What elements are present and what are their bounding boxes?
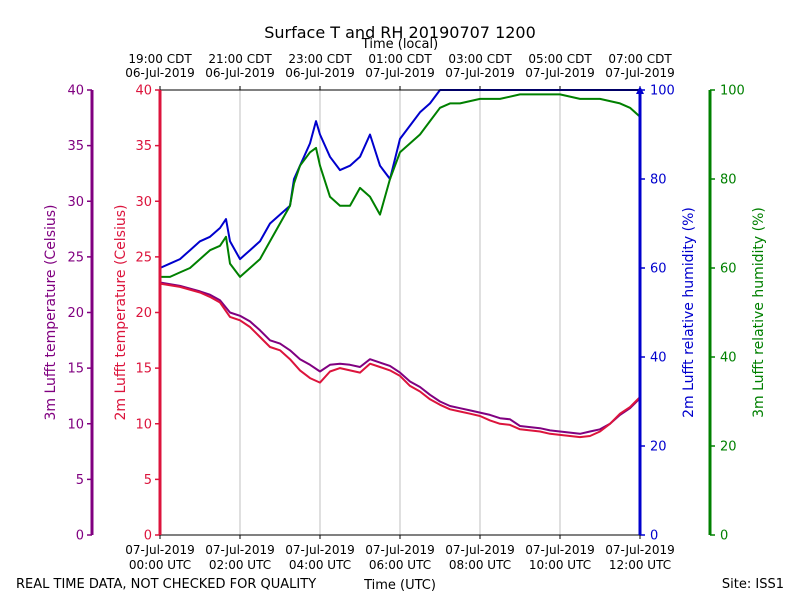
footer-quality-note: REAL TIME DATA, NOT CHECKED FOR QUALITY bbox=[16, 577, 316, 592]
y-tick-label: 15 bbox=[67, 362, 84, 377]
y-axis-2m-humidity: 0 20 40 60 80 100 2m Lufft relative humidity (… bbox=[638, 84, 697, 544]
top-tick-time: 01:00 CDT bbox=[368, 52, 432, 66]
series-line-rh3m bbox=[160, 93, 641, 278]
top-tick-date: 07-Jul-2019 bbox=[445, 66, 515, 80]
x-axis-label: Time (UTC) bbox=[363, 578, 436, 593]
top-tick-time: 05:00 CDT bbox=[528, 52, 592, 66]
footer-site: Site: ISS1 bbox=[722, 577, 784, 592]
x-tick-date: 07-Jul-2019 bbox=[605, 543, 675, 557]
axis-end-marker bbox=[636, 86, 644, 94]
y-tick-label: 25 bbox=[67, 250, 84, 265]
y-tick-label: 30 bbox=[67, 195, 84, 210]
top-tick-time: 23:00 CDT bbox=[288, 52, 352, 66]
y-tick-label: 0 bbox=[650, 529, 658, 544]
y-tick-label: 40 bbox=[720, 351, 737, 366]
top-tick-time: 03:00 CDT bbox=[448, 52, 512, 66]
top-tick-date: 06-Jul-2019 bbox=[205, 66, 275, 80]
x-tick-date: 07-Jul-2019 bbox=[525, 543, 595, 557]
y-tick-label: 10 bbox=[67, 417, 84, 432]
top-tick-date: 07-Jul-2019 bbox=[525, 66, 595, 80]
y-tick-label: 100 bbox=[720, 84, 745, 99]
x-tick-time: 00:00 UTC bbox=[129, 558, 191, 572]
y-tick-label: 35 bbox=[67, 139, 84, 154]
top-tick-date: 06-Jul-2019 bbox=[125, 66, 195, 80]
top-tick-time: 07:00 CDT bbox=[608, 52, 672, 66]
y-tick-label: 35 bbox=[135, 139, 152, 154]
y-axis-label: 3m Lufft relative humidity (%) bbox=[751, 207, 767, 418]
x-tick-time: 06:00 UTC bbox=[369, 558, 431, 572]
x-tick-time: 02:00 UTC bbox=[209, 558, 271, 572]
x-tick-date: 07-Jul-2019 bbox=[365, 543, 435, 557]
series-line-t3m bbox=[159, 281, 641, 435]
x-gridlines bbox=[239, 90, 561, 535]
x-tick-time: 12:00 UTC bbox=[609, 558, 671, 572]
top-axis-label: Time (local) bbox=[361, 37, 438, 52]
x-tick-date: 07-Jul-2019 bbox=[125, 543, 195, 557]
y-tick-label: 20 bbox=[720, 440, 737, 455]
y-tick-label: 5 bbox=[144, 473, 152, 488]
y-tick-label: 20 bbox=[650, 440, 667, 455]
y-tick-label: 40 bbox=[650, 351, 667, 366]
y-axis-2m-temperature: 0 5 10 15 20 25 30 35 40 2m Lufft temperature (Ce… bbox=[113, 84, 162, 544]
x-tick-time: 10:00 UTC bbox=[529, 558, 591, 572]
y-tick-label: 40 bbox=[135, 84, 152, 99]
y-tick-label: 20 bbox=[135, 306, 152, 321]
x-tick-date: 07-Jul-2019 bbox=[205, 543, 275, 557]
x-tick-date: 07-Jul-2019 bbox=[445, 543, 515, 557]
y-tick-label: 0 bbox=[144, 529, 152, 544]
y-tick-label: 15 bbox=[135, 362, 152, 377]
top-tick-date: 06-Jul-2019 bbox=[285, 66, 355, 80]
y-tick-label: 5 bbox=[76, 473, 84, 488]
chart-title: Surface T and RH 20190707 1200 bbox=[264, 23, 536, 42]
y-axis-3m-temperature: 0 5 10 15 20 25 30 35 40 3m Lufft temperature (Ce… bbox=[43, 84, 94, 544]
top-tick-time: 21:00 CDT bbox=[208, 52, 272, 66]
top-tick-date: 07-Jul-2019 bbox=[605, 66, 675, 80]
series-line-t2m bbox=[159, 282, 641, 439]
y-tick-label: 80 bbox=[650, 173, 667, 188]
y-tick-label: 30 bbox=[135, 195, 152, 210]
x-tick-date: 07-Jul-2019 bbox=[285, 543, 355, 557]
y-axis-label: 2m Lufft relative humidity (%) bbox=[681, 207, 697, 418]
y-tick-label: 0 bbox=[76, 529, 84, 544]
y-axis-label: 2m Lufft temperature (Celsius) bbox=[113, 204, 129, 420]
y-tick-label: 0 bbox=[720, 529, 728, 544]
y-tick-label: 20 bbox=[67, 306, 84, 321]
y-axis-label: 3m Lufft temperature (Celsius) bbox=[43, 204, 59, 420]
top-tick-date: 07-Jul-2019 bbox=[365, 66, 435, 80]
y-tick-label: 25 bbox=[135, 250, 152, 265]
y-tick-label: 60 bbox=[720, 262, 737, 277]
y-axes: 0 5 10 15 20 25 30 35 40 3m Lufft temperature (Ce… bbox=[43, 84, 767, 544]
y-tick-label: 60 bbox=[650, 262, 667, 277]
y-tick-label: 40 bbox=[67, 84, 84, 99]
x-tick-time: 08:00 UTC bbox=[449, 558, 511, 572]
x-tick-time: 04:00 UTC bbox=[289, 558, 351, 572]
series-group bbox=[159, 89, 641, 439]
y-tick-label: 100 bbox=[650, 84, 675, 99]
top-tick-time: 19:00 CDT bbox=[128, 52, 192, 66]
y-tick-label: 80 bbox=[720, 173, 737, 188]
y-tick-label: 10 bbox=[135, 417, 152, 432]
y-axis-3m-humidity: 0 20 40 60 80 100 3m Lufft relative humidity (… bbox=[708, 84, 767, 544]
series-line-rh2m bbox=[159, 89, 640, 269]
